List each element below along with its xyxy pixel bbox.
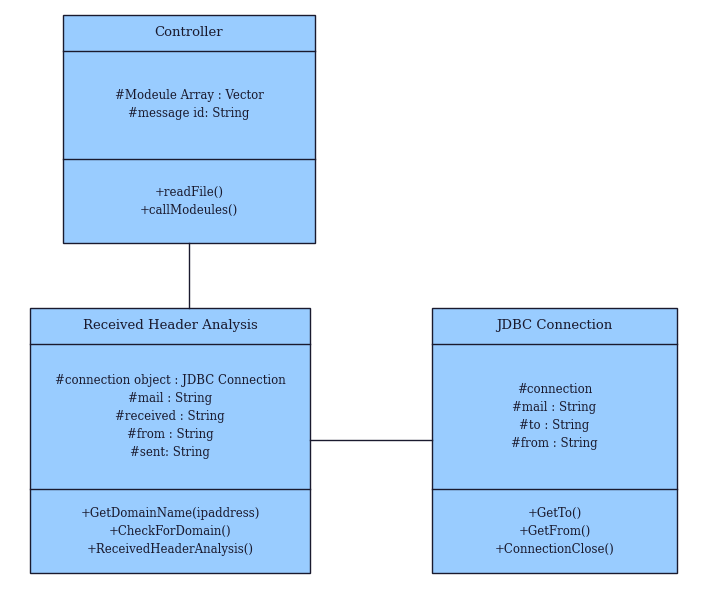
Bar	[63, 15, 315, 243]
Text: +GetDomainName(ipaddress)
+CheckForDomain()
+ReceivedHeaderAnalysis(): +GetDomainName(ipaddress) +CheckForDomai…	[80, 507, 260, 555]
Text: Received Header Analysis: Received Header Analysis	[82, 319, 257, 332]
Bar	[432, 308, 677, 573]
Text: #connection object : JDBC Connection
#mail : String
#received : String
#from : S: #connection object : JDBC Connection #ma…	[55, 374, 285, 459]
Text: Controller: Controller	[155, 26, 223, 40]
Bar	[30, 308, 310, 573]
Text: #Modeule Array : Vector
#message id: String: #Modeule Array : Vector #message id: Str…	[114, 89, 264, 120]
Text: +readFile()
+callModeules(): +readFile() +callModeules()	[140, 186, 238, 216]
Text: #connection
#mail : String
#to : String
#from : String: #connection #mail : String #to : String …	[511, 383, 598, 450]
Text: +GetTo()
+GetFrom()
+ConnectionClose(): +GetTo() +GetFrom() +ConnectionClose()	[495, 507, 614, 555]
Text: JDBC Connection: JDBC Connection	[496, 319, 613, 332]
